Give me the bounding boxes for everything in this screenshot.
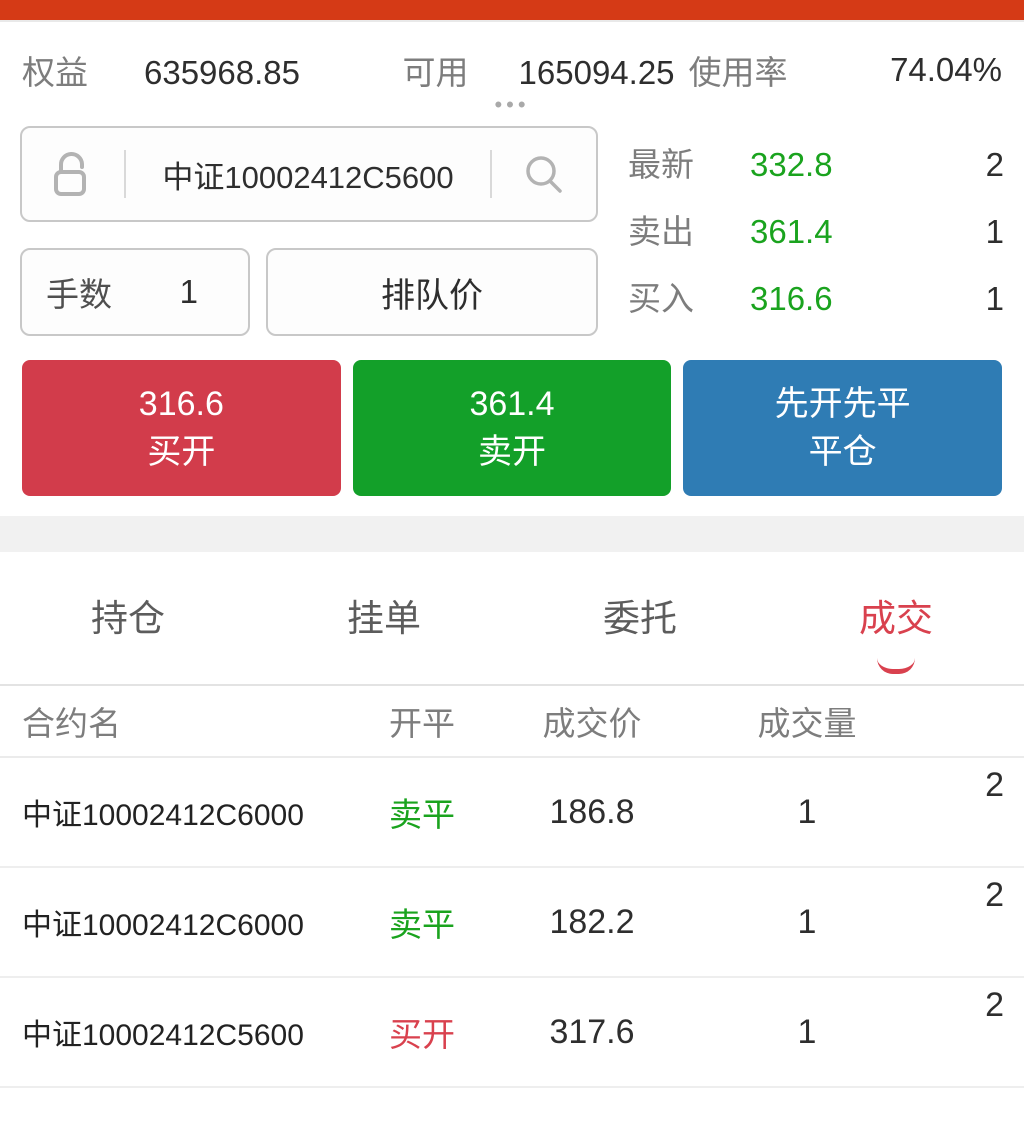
row-volume: 1 — [797, 902, 817, 941]
table-header: 合约名 开平 成交价 成交量 — [0, 686, 1024, 758]
status-bar — [0, 0, 1024, 22]
header-trade-volume: 成交量 — [757, 705, 857, 742]
trade-buttons: 316.6 买开 361.4 卖开 先开先平 平仓 — [0, 336, 1024, 496]
quote-row-last[interactable]: 最新 332.8 2 — [628, 138, 1004, 186]
search-icon[interactable] — [492, 152, 596, 196]
available-label: 可用 — [402, 54, 469, 91]
contract-search-box[interactable]: 中证10002412C5600 — [20, 126, 598, 222]
close-position-button[interactable]: 先开先平 平仓 — [683, 360, 1003, 496]
row-side: 卖平 — [389, 906, 455, 943]
last-price-qty: 2 — [985, 146, 1004, 183]
row-volume: 1 — [797, 1012, 817, 1051]
row-clipped-value: 2 — [985, 876, 1004, 914]
search-box-divider — [490, 150, 492, 198]
lots-value: 1 — [179, 273, 198, 310]
row-side: 买开 — [389, 1016, 455, 1053]
bid-price-qty: 1 — [985, 280, 1004, 317]
usage-value: 74.04% — [890, 51, 1002, 88]
row-price: 186.8 — [549, 792, 635, 831]
trades-table: 合约名 开平 成交价 成交量 中证10002412C6000 卖平 186.8 … — [0, 686, 1024, 1088]
ask-price-value: 361.4 — [750, 213, 833, 250]
buy-open-price: 316.6 — [138, 384, 224, 423]
row-side: 卖平 — [389, 796, 455, 833]
tab-positions[interactable]: 持仓 — [91, 598, 165, 639]
sell-open-price: 361.4 — [469, 384, 555, 423]
divider — [0, 684, 1024, 686]
bid-price-label: 买入 — [628, 280, 694, 317]
tab-trades-label: 成交 — [859, 598, 933, 639]
header-trade-price: 成交价 — [542, 705, 642, 742]
tab-orders[interactable]: 委托 — [603, 598, 677, 639]
buy-open-label: 买开 — [147, 433, 216, 471]
bid-price-value: 316.6 — [750, 280, 833, 317]
row-price: 317.6 — [549, 1012, 635, 1051]
last-price-value: 332.8 — [750, 146, 833, 183]
table-row[interactable]: 中证10002412C5600 买开 317.6 1 2 — [0, 978, 1024, 1088]
sell-open-button[interactable]: 361.4 卖开 — [352, 360, 672, 496]
order-panel: 中证10002412C5600 手数 1 排队价 最新 332.8 2 — [0, 116, 1024, 336]
row-contract: 中证10002412C5600 — [22, 1019, 304, 1052]
buy-open-button[interactable]: 316.6 买开 — [22, 360, 341, 496]
bottom-tabs: 持仓 挂单 委托 成交 — [0, 552, 1024, 684]
unlock-icon[interactable] — [22, 149, 124, 199]
row-clipped-value: 2 — [985, 986, 1004, 1024]
tab-trades[interactable]: 成交 — [768, 588, 1024, 674]
more-dots-icon[interactable]: ••• — [494, 92, 530, 117]
header-contract: 合约名 — [22, 705, 121, 742]
close-position-mode: 先开先平 — [774, 384, 911, 423]
equity-label: 权益 — [22, 54, 88, 91]
quote-panel: 最新 332.8 2 卖出 361.4 1 买入 316.6 1 — [598, 126, 1004, 336]
table-row[interactable]: 中证10002412C6000 卖平 186.8 1 2 — [0, 758, 1024, 868]
contract-input[interactable]: 中证10002412C5600 — [162, 159, 454, 195]
last-price-label: 最新 — [628, 146, 694, 183]
row-clipped-value: 2 — [985, 766, 1004, 804]
row-volume: 1 — [797, 792, 817, 831]
sell-open-label: 卖开 — [478, 433, 546, 471]
active-tab-indicator — [877, 658, 915, 674]
row-contract: 中证10002412C6000 — [22, 799, 304, 832]
lots-input[interactable]: 手数 1 — [20, 248, 250, 336]
header-open-close: 开平 — [389, 705, 455, 742]
tab-pending-orders[interactable]: 挂单 — [347, 598, 421, 639]
ask-price-label: 卖出 — [628, 213, 694, 250]
table-row[interactable]: 中证10002412C6000 卖平 182.2 1 2 — [0, 868, 1024, 978]
quote-row-bid[interactable]: 买入 316.6 1 — [628, 272, 1004, 320]
price-mode-label: 排队价 — [381, 276, 483, 315]
quote-row-ask[interactable]: 卖出 361.4 1 — [628, 205, 1004, 253]
account-summary: 权益 635968.85 可用 165094.25 使用率 74.04% — [0, 22, 1024, 94]
search-box-divider — [124, 150, 126, 198]
available-value: 165094.25 — [518, 54, 675, 91]
close-position-label: 平仓 — [808, 433, 877, 471]
section-separator — [0, 516, 1024, 552]
lots-label: 手数 — [46, 276, 112, 313]
equity-value: 635968.85 — [144, 54, 300, 91]
ask-price-qty: 1 — [985, 213, 1004, 250]
row-price: 182.2 — [549, 902, 635, 941]
price-mode-selector[interactable]: 排队价 — [266, 248, 598, 336]
usage-label: 使用率 — [688, 54, 788, 91]
row-contract: 中证10002412C6000 — [22, 909, 304, 942]
